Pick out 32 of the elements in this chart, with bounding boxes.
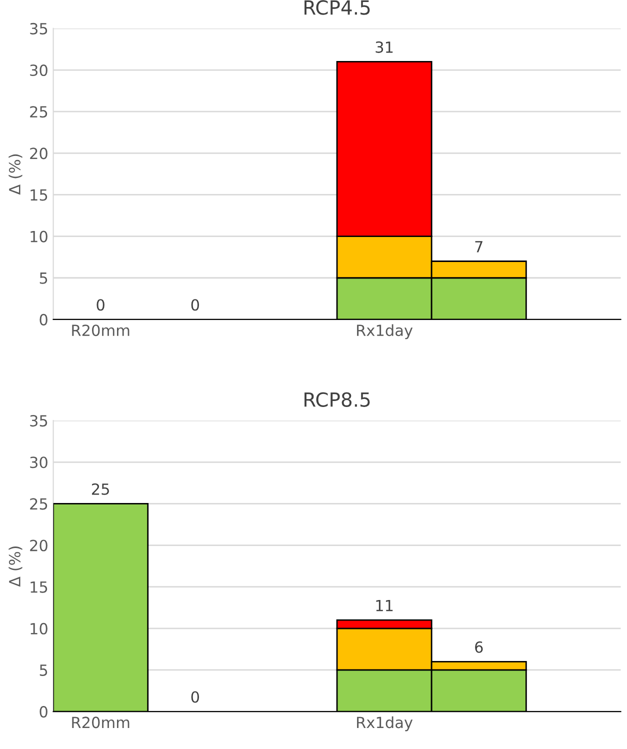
y-tick-label: 0 — [40, 314, 48, 326]
total-label: 0 — [96, 299, 104, 311]
total-label: 11 — [376, 600, 393, 612]
y-tick-label: 15 — [30, 582, 48, 593]
x-tick-label: R20mm — [72, 324, 130, 336]
total-label: 7 — [475, 241, 482, 252]
total-label: 0 — [191, 299, 199, 311]
total-label: 25 — [92, 483, 109, 495]
y-tick-label: 35 — [30, 415, 48, 427]
y-tick-label: 10 — [30, 622, 48, 634]
y-tick-label: 5 — [40, 664, 48, 676]
y-tick-label: 35 — [30, 22, 48, 34]
chart-title: RCP4.5 — [304, 0, 370, 15]
total-label: 31 — [376, 41, 393, 53]
y-tick-label: 5 — [40, 272, 48, 284]
y-tick-label: 20 — [30, 148, 48, 160]
y-tick-label: 25 — [30, 498, 48, 510]
chart-title: RCP8.5 — [304, 392, 370, 407]
x-tick-label: Rx1day — [357, 716, 413, 732]
y-tick-label: 15 — [30, 189, 48, 201]
y-tick-label: 25 — [30, 106, 48, 118]
x-tick-label: R20mm — [72, 716, 130, 728]
total-label: 0 — [191, 691, 199, 703]
x-tick-label: Rx1day — [357, 324, 413, 340]
y-tick-label: 0 — [40, 706, 48, 718]
y-axis-title: Δ (%) — [8, 154, 22, 195]
total-label: 6 — [475, 641, 483, 653]
y-tick-label: 30 — [30, 64, 48, 76]
y-tick-label: 30 — [30, 456, 48, 468]
y-tick-label: 10 — [30, 230, 48, 242]
y-tick-label: 20 — [30, 540, 48, 552]
y-axis-title: Δ (%) — [8, 546, 22, 587]
